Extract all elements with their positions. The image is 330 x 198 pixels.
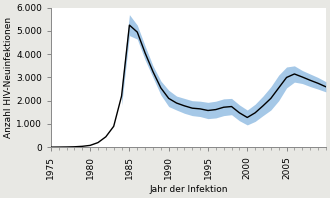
X-axis label: Jahr der Infektion: Jahr der Infektion <box>149 185 228 194</box>
Y-axis label: Anzahl HIV-Neuinfektionen: Anzahl HIV-Neuinfektionen <box>4 17 13 138</box>
